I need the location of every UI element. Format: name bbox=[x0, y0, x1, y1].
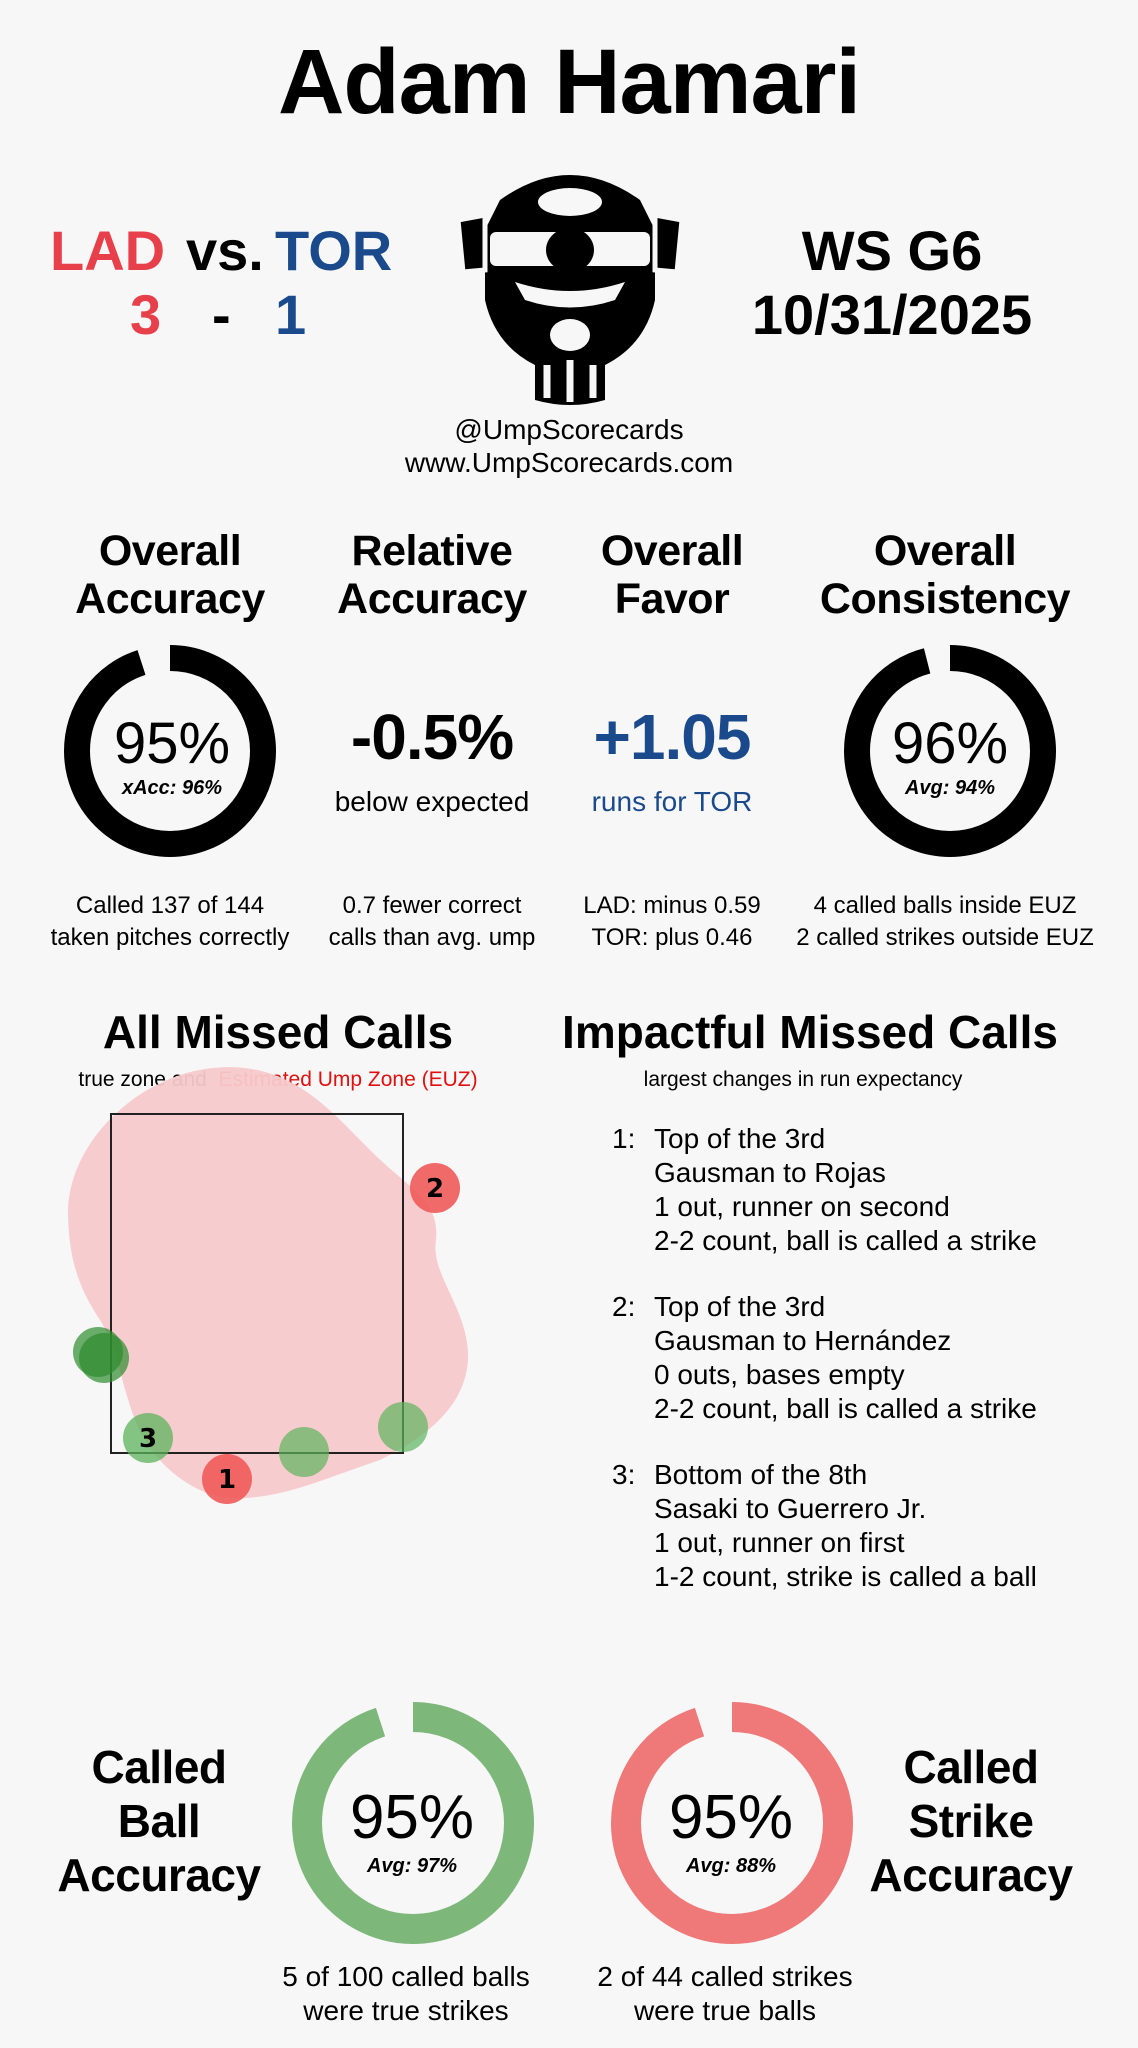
ball-accuracy-avg: Avg: 97% bbox=[366, 1855, 458, 1877]
item-line: 2-2 count, ball is called a strike bbox=[654, 1393, 1037, 1424]
relative-accuracy-value: -0.5% bbox=[350, 701, 514, 773]
all-missed-calls-title: All Missed Calls bbox=[102, 1006, 454, 1058]
ring-arc bbox=[844, 645, 1056, 857]
missed-call-pitch bbox=[378, 1402, 428, 1452]
item-line: Bottom of the 8th bbox=[654, 1459, 868, 1490]
accuracy-value: 95% bbox=[113, 711, 231, 776]
item-number: 1: bbox=[612, 1123, 636, 1154]
consistency-ring bbox=[844, 645, 1056, 857]
missed-call-pitch bbox=[79, 1333, 129, 1383]
called-ball-accuracy-title: Called Ball Accuracy bbox=[57, 1741, 261, 1901]
score-dash: - bbox=[212, 283, 231, 346]
missed-call-pitch bbox=[202, 1454, 252, 1504]
item-number: 3: bbox=[612, 1459, 636, 1490]
item-line: Top of the 3rd bbox=[654, 1123, 826, 1154]
item-line: 2-2 count, ball is called a strike bbox=[654, 1225, 1037, 1256]
accuracy-ring bbox=[64, 645, 276, 857]
overall-consistency-title: Overall Consistency bbox=[819, 527, 1071, 623]
relative-note: 0.7 fewer correct calls than avg. ump bbox=[328, 892, 536, 951]
item-line: 1-2 count, strike is called a ball bbox=[654, 1561, 1037, 1592]
item-line: Top of the 3rd bbox=[654, 1291, 826, 1322]
accuracy-note: Called 137 of 144 taken pitches correctly bbox=[50, 892, 290, 951]
euz-region bbox=[68, 1067, 469, 1499]
strike-accuracy-ring bbox=[611, 1702, 853, 1944]
home-team: TOR bbox=[275, 219, 393, 282]
called-strike-accuracy-title: Called Strike Accuracy bbox=[869, 1741, 1073, 1901]
umpire-name: Adam Hamari bbox=[277, 31, 861, 133]
item-line: 1 out, runner on first bbox=[654, 1527, 905, 1558]
item-line: Gausman to Rojas bbox=[654, 1157, 886, 1188]
consistency-avg: Avg: 94% bbox=[904, 777, 996, 799]
impactful-missed-calls-title: Impactful Missed Calls bbox=[562, 1006, 1058, 1058]
strike-accuracy-avg: Avg: 88% bbox=[685, 1855, 777, 1877]
impactful-call-item: 1: Top of the 3rd Gausman to Rojas 1 out, r… bbox=[612, 1122, 1037, 1258]
item-line: 0 outs, bases empty bbox=[654, 1359, 905, 1390]
item-line: Gausman to Hernández bbox=[654, 1325, 952, 1356]
item-line: Sasaki to Guerrero Jr. bbox=[654, 1493, 927, 1524]
ball-accuracy-value: 95% bbox=[349, 1783, 475, 1852]
consistency-note: 4 called balls inside EUZ 2 called strike… bbox=[796, 892, 1094, 951]
zone-plot: 3 1 2 bbox=[68, 1067, 469, 1504]
impactful-sub: largest changes in run expectancy bbox=[643, 1068, 963, 1091]
consistency-value: 96% bbox=[891, 711, 1009, 776]
impactful-call-item: 3: Bottom of the 8th Sasaki to Guerrero Jr… bbox=[612, 1458, 1037, 1594]
missed-call-pitch bbox=[279, 1427, 329, 1477]
pitch-label: 3 bbox=[139, 1424, 157, 1454]
twitter-handle[interactable]: @UmpScorecards bbox=[454, 414, 684, 445]
relative-accuracy-title: Relative Accuracy bbox=[337, 527, 527, 623]
ball-accuracy-note: 5 of 100 called balls were true strikes bbox=[282, 1961, 530, 2026]
true-strike-zone bbox=[110, 1113, 404, 1454]
website-link[interactable]: www.UmpScorecards.com bbox=[404, 447, 734, 478]
away-score: 3 bbox=[130, 283, 162, 346]
favor-note: LAD: minus 0.59 TOR: plus 0.46 bbox=[583, 892, 761, 951]
vs-label: vs. bbox=[186, 219, 264, 282]
favor-value: +1.05 bbox=[593, 701, 752, 773]
favor-sub: runs for TOR bbox=[591, 786, 753, 817]
home-score: 1 bbox=[275, 283, 307, 346]
strike-accuracy-note: 2 of 44 called strikes were true balls bbox=[597, 1961, 853, 2026]
item-line: 1 out, runner on second bbox=[654, 1191, 950, 1222]
item-number: 2: bbox=[612, 1291, 636, 1322]
away-team: LAD bbox=[50, 219, 166, 282]
missed-call-pitch bbox=[410, 1163, 460, 1213]
strike-accuracy-value: 95% bbox=[668, 1783, 794, 1852]
ring-arc bbox=[292, 1702, 534, 1944]
umpire-mask-icon bbox=[455, 175, 685, 405]
overall-favor-title: Overall Favor bbox=[600, 527, 744, 623]
impactful-call-item: 2: Top of the 3rd Gausman to Hernández 0 ou… bbox=[612, 1290, 1037, 1426]
pitch-label: 1 bbox=[218, 1465, 236, 1495]
overall-accuracy-title: Overall Accuracy bbox=[75, 527, 265, 623]
ball-accuracy-ring bbox=[292, 1702, 534, 1944]
series-game: WS G6 bbox=[801, 219, 983, 282]
game-date: 10/31/2025 bbox=[751, 283, 1033, 346]
ring-arc bbox=[64, 645, 276, 857]
impactful-list: 1: Top of the 3rd Gausman to Rojas 1 out, r… bbox=[612, 1122, 1037, 1626]
missed-call-pitch bbox=[123, 1413, 173, 1463]
ring-arc bbox=[611, 1702, 853, 1944]
xacc-value: xAcc: 96% bbox=[121, 777, 223, 799]
relative-accuracy-sub: below expected bbox=[334, 786, 530, 817]
pitch-label: 2 bbox=[426, 1174, 444, 1204]
